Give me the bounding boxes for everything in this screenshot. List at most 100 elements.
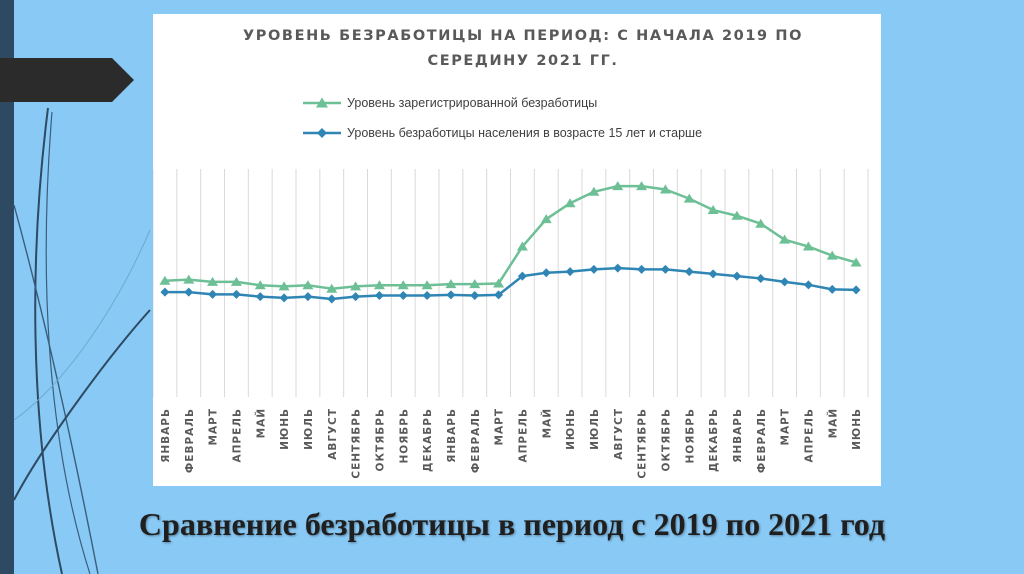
x-tick-label: ОКТЯБРЬ	[374, 408, 386, 471]
x-tick-label: ИЮЛЬ	[303, 408, 315, 450]
x-tick-label: МАРТ	[780, 408, 792, 445]
x-tick-label: ЯНВАРЬ	[732, 408, 744, 463]
data-point	[636, 181, 648, 191]
data-point	[613, 263, 623, 273]
data-point	[803, 280, 813, 290]
x-tick-label: МАРТ	[494, 408, 506, 445]
data-point	[850, 257, 862, 267]
x-tick-label: МАЙ	[826, 408, 839, 438]
data-point	[756, 273, 766, 283]
data-point	[398, 291, 408, 301]
data-point	[207, 276, 219, 286]
chart-legend: Уровень зарегистрированной безработицы У…	[303, 88, 702, 148]
x-tick-label: МАРТ	[208, 408, 220, 445]
data-point	[421, 280, 433, 290]
data-point	[326, 283, 338, 293]
data-point	[302, 280, 314, 290]
data-point	[350, 281, 362, 291]
x-tick-label: СЕНТЯБРЬ	[351, 408, 363, 479]
x-tick-label: ЯНВАРЬ	[446, 408, 458, 463]
data-point	[516, 241, 528, 251]
x-axis-tick-labels: ЯНВАРЬ ФЕВРАЛЬ МАРТ АПРЕЛЬ МАЙ ИЮНЬ ИЮЛЬ АВГУСТ…	[160, 408, 863, 479]
data-point	[373, 280, 385, 290]
data-point	[780, 277, 790, 287]
x-tick-label: АПРЕЛЬ	[517, 408, 529, 463]
data-point	[826, 250, 838, 260]
data-point	[707, 205, 719, 215]
legend-label-registered: Уровень зарегистрированной безработицы	[347, 96, 598, 110]
x-tick-label: МАЙ	[254, 408, 267, 438]
x-tick-label: ИЮНЬ	[851, 408, 863, 450]
data-point	[397, 280, 409, 290]
arrow-tab-decoration	[0, 58, 134, 102]
data-point	[278, 281, 290, 291]
triangle-marker-icon	[303, 97, 341, 108]
x-tick-label: ФЕВРАЛЬ	[184, 408, 196, 473]
data-point	[779, 234, 791, 244]
data-point	[851, 285, 861, 295]
line-chart-plot: ЯНВАРЬ ФЕВРАЛЬ МАРТ АПРЕЛЬ МАЙ ИЮНЬ ИЮЛЬ АВГУСТ…	[153, 169, 869, 479]
data-point	[802, 241, 814, 251]
x-tick-label: АВГУСТ	[327, 408, 339, 460]
data-point	[159, 275, 171, 285]
slide-left-strip	[0, 0, 14, 574]
x-tick-label: ДЕКАБРЬ	[708, 408, 720, 472]
data-point	[659, 184, 671, 194]
x-tick-label: ИЮНЬ	[279, 408, 291, 450]
chart-card: УРОВЕНЬ БЕЗРАБОТИЦЫ НА ПЕРИОД: С НАЧАЛА …	[153, 14, 881, 486]
data-point	[303, 292, 313, 302]
data-point	[446, 290, 456, 300]
data-point	[565, 267, 575, 277]
data-point	[184, 287, 194, 297]
data-point	[683, 193, 695, 203]
data-point	[637, 264, 647, 274]
data-point	[231, 289, 241, 299]
data-point	[208, 289, 218, 299]
x-tick-label: ИЮНЬ	[565, 408, 577, 450]
background-decoration	[13, 107, 151, 574]
legend-label-population: Уровень безработицы населения в возрасте…	[347, 126, 703, 140]
data-point	[660, 264, 670, 274]
data-point	[494, 290, 504, 300]
data-point	[708, 269, 718, 279]
data-point	[493, 278, 505, 288]
x-tick-label: СЕНТЯБРЬ	[637, 408, 649, 479]
data-point	[327, 294, 337, 304]
x-tick-label: ФЕВРАЛЬ	[756, 408, 768, 473]
data-point	[589, 264, 599, 274]
legend-entry-population: Уровень безработицы населения в возрасте…	[303, 118, 702, 148]
data-point	[684, 267, 694, 277]
data-point	[612, 181, 624, 191]
data-point	[422, 291, 432, 301]
data-point	[351, 292, 361, 302]
data-point	[540, 214, 552, 224]
x-tick-label: АВГУСТ	[613, 408, 625, 460]
legend-entry-registered: Уровень зарегистрированной безработицы	[303, 88, 702, 118]
x-tick-label: ИЮЛЬ	[589, 408, 601, 450]
data-point	[564, 198, 576, 208]
data-point	[541, 268, 551, 278]
chart-title: УРОВЕНЬ БЕЗРАБОТИЦЫ НА ПЕРИОД: С НАЧАЛА …	[242, 28, 804, 69]
data-point	[469, 279, 481, 289]
data-point	[279, 293, 289, 303]
x-tick-label: АПРЕЛЬ	[231, 408, 243, 463]
data-point	[254, 280, 266, 290]
data-point	[588, 186, 600, 196]
x-tick-label: ЯНВАРЬ	[160, 408, 172, 463]
slide-caption: Сравнение безработицы в период с 2019 по…	[138, 506, 886, 542]
x-tick-label: АПРЕЛЬ	[803, 408, 815, 463]
diamond-marker-icon	[303, 128, 341, 138]
data-point	[183, 274, 195, 284]
data-point	[517, 271, 527, 281]
series-line-registered	[164, 184, 857, 290]
data-point	[374, 291, 384, 301]
x-tick-label: НОЯБРЬ	[398, 408, 410, 464]
x-tick-label: МАЙ	[540, 408, 553, 438]
data-point	[732, 271, 742, 281]
x-tick-label: ФЕВРАЛЬ	[470, 408, 482, 473]
x-tick-label: ДЕКАБРЬ	[422, 408, 434, 472]
data-point	[731, 210, 743, 220]
data-point	[470, 291, 480, 301]
data-point	[827, 284, 837, 294]
data-point	[755, 218, 767, 228]
